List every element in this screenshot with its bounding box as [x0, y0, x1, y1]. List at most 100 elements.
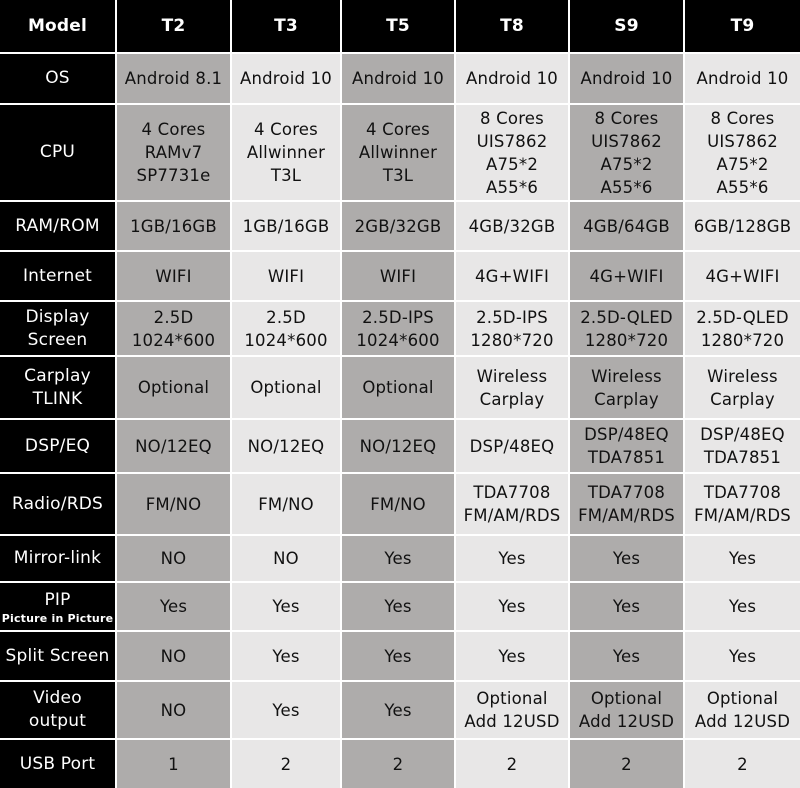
row-sublabel-text: Picture in Picture — [1, 611, 114, 625]
cell-os-t3: Android 10 — [232, 54, 340, 103]
cell-dsp-eq-t9: DSP/48EQ TDA7851 — [685, 420, 800, 472]
cell-ram-rom-t2: 1GB/16GB — [117, 202, 230, 250]
row-label-cpu: CPU — [0, 105, 115, 200]
cell-internet-t2: WIFI — [117, 252, 230, 300]
row-label-internet: Internet — [0, 252, 115, 300]
cell-video-output-t2: NO — [117, 682, 230, 738]
cell-cpu-t5: 4 Cores Allwinner T3L — [342, 105, 454, 200]
cell-internet-t8: 4G+WIFI — [456, 252, 568, 300]
cell-usb-port-t3: 2 — [232, 740, 340, 788]
row-label-display-screen: Display Screen — [0, 302, 115, 355]
cell-dsp-eq-s9: DSP/48EQ TDA7851 — [570, 420, 683, 472]
cell-ram-rom-t8: 4GB/32GB — [456, 202, 568, 250]
cell-radio-rds-s9: TDA7708 FM/AM/RDS — [570, 474, 683, 534]
row-label-text: DSP/EQ — [24, 435, 91, 456]
cell-dsp-eq-t3: NO/12EQ — [232, 420, 340, 472]
cell-split-screen-s9: Yes — [570, 632, 683, 680]
cell-dsp-eq-t8: DSP/48EQ — [456, 420, 568, 472]
cell-split-screen-t8: Yes — [456, 632, 568, 680]
cell-video-output-t3: Yes — [232, 682, 340, 738]
cell-usb-port-t2: 1 — [117, 740, 230, 788]
cell-mirror-link-t2: NO — [117, 536, 230, 581]
cell-mirror-link-t8: Yes — [456, 536, 568, 581]
row-label-text: Display Screen — [25, 306, 90, 350]
cell-split-screen-t5: Yes — [342, 632, 454, 680]
cell-dsp-eq-t5: NO/12EQ — [342, 420, 454, 472]
row-label-text: OS — [45, 68, 70, 88]
cell-ram-rom-t9: 6GB/128GB — [685, 202, 800, 250]
cell-video-output-t8: Optional Add 12USD — [456, 682, 568, 738]
cell-usb-port-t9: 2 — [685, 740, 800, 788]
row-label-split-screen: Split Screen — [0, 632, 115, 680]
cell-pip-t8: Yes — [456, 583, 568, 630]
cell-cpu-t8: 8 Cores UIS7862 A75*2 A55*6 — [456, 105, 568, 200]
cell-ram-rom-s9: 4GB/64GB — [570, 202, 683, 250]
cell-internet-t3: WIFI — [232, 252, 340, 300]
header-model-t3: T3 — [232, 0, 340, 52]
header-model-t8: T8 — [456, 0, 568, 52]
cell-video-output-t9: Optional Add 12USD — [685, 682, 800, 738]
cell-os-t2: Android 8.1 — [117, 54, 230, 103]
cell-split-screen-t2: NO — [117, 632, 230, 680]
cell-cpu-s9: 8 Cores UIS7862 A75*2 A55*6 — [570, 105, 683, 200]
row-label-text: Carplay TLINK — [24, 365, 91, 409]
cell-internet-t9: 4G+WIFI — [685, 252, 800, 300]
row-label-text: Radio/RDS — [12, 493, 103, 514]
cell-cpu-t9: 8 Cores UIS7862 A75*2 A55*6 — [685, 105, 800, 200]
row-label-carplay-tlink: Carplay TLINK — [0, 357, 115, 418]
cell-display-screen-s9: 2.5D-QLED 1280*720 — [570, 302, 683, 355]
cell-os-s9: Android 10 — [570, 54, 683, 103]
cell-pip-t5: Yes — [342, 583, 454, 630]
cell-split-screen-t3: Yes — [232, 632, 340, 680]
row-label-video-output: Video output — [0, 682, 115, 738]
cell-dsp-eq-t2: NO/12EQ — [117, 420, 230, 472]
header-model-t5: T5 — [342, 0, 454, 52]
row-label-mirror-link: Mirror-link — [0, 536, 115, 581]
header-model-t2: T2 — [117, 0, 230, 52]
row-label-dsp-eq: DSP/EQ — [0, 420, 115, 472]
cell-carplay-tlink-t8: Wireless Carplay — [456, 357, 568, 418]
row-label-text: CPU — [39, 142, 76, 162]
header-model-label: Model — [0, 0, 115, 52]
cell-os-t5: Android 10 — [342, 54, 454, 103]
cell-radio-rds-t2: FM/NO — [117, 474, 230, 534]
cell-ram-rom-t3: 1GB/16GB — [232, 202, 340, 250]
row-label-text: Internet — [22, 265, 93, 286]
row-label-text: Video output — [28, 688, 87, 731]
cell-display-screen-t5: 2.5D-IPS 1024*600 — [342, 302, 454, 355]
cell-pip-s9: Yes — [570, 583, 683, 630]
cell-cpu-t2: 4 Cores RAMv7 SP7731e — [117, 105, 230, 200]
cell-cpu-t3: 4 Cores Allwinner T3L — [232, 105, 340, 200]
cell-carplay-tlink-t9: Wireless Carplay — [685, 357, 800, 418]
row-label-os: OS — [0, 54, 115, 103]
cell-display-screen-t9: 2.5D-QLED 1280*720 — [685, 302, 800, 355]
cell-carplay-tlink-t2: Optional — [117, 357, 230, 418]
row-label-usb-port: USB Port — [0, 740, 115, 788]
row-label-text: RAM/ROM — [15, 215, 100, 236]
row-label-radio-rds: Radio/RDS — [0, 474, 115, 534]
cell-internet-t5: WIFI — [342, 252, 454, 300]
row-label-ram-rom: RAM/ROM — [0, 202, 115, 250]
cell-internet-s9: 4G+WIFI — [570, 252, 683, 300]
row-label-text: PIP — [44, 589, 71, 610]
cell-carplay-tlink-s9: Wireless Carplay — [570, 357, 683, 418]
cell-mirror-link-t9: Yes — [685, 536, 800, 581]
row-label-pip: PIP Picture in Picture — [0, 583, 115, 630]
cell-carplay-tlink-t3: Optional — [232, 357, 340, 418]
cell-mirror-link-t5: Yes — [342, 536, 454, 581]
cell-radio-rds-t9: TDA7708 FM/AM/RDS — [685, 474, 800, 534]
cell-display-screen-t2: 2.5D 1024*600 — [117, 302, 230, 355]
header-model-s9: S9 — [570, 0, 683, 52]
header-model-t9: T9 — [685, 0, 800, 52]
row-label-text: Mirror-link — [13, 548, 102, 568]
cell-ram-rom-t5: 2GB/32GB — [342, 202, 454, 250]
cell-video-output-t5: Yes — [342, 682, 454, 738]
cell-display-screen-t8: 2.5D-IPS 1280*720 — [456, 302, 568, 355]
cell-usb-port-t8: 2 — [456, 740, 568, 788]
cell-radio-rds-t5: FM/NO — [342, 474, 454, 534]
cell-os-t9: Android 10 — [685, 54, 800, 103]
row-label-text: Split Screen — [5, 645, 110, 666]
cell-usb-port-s9: 2 — [570, 740, 683, 788]
cell-mirror-link-t3: NO — [232, 536, 340, 581]
